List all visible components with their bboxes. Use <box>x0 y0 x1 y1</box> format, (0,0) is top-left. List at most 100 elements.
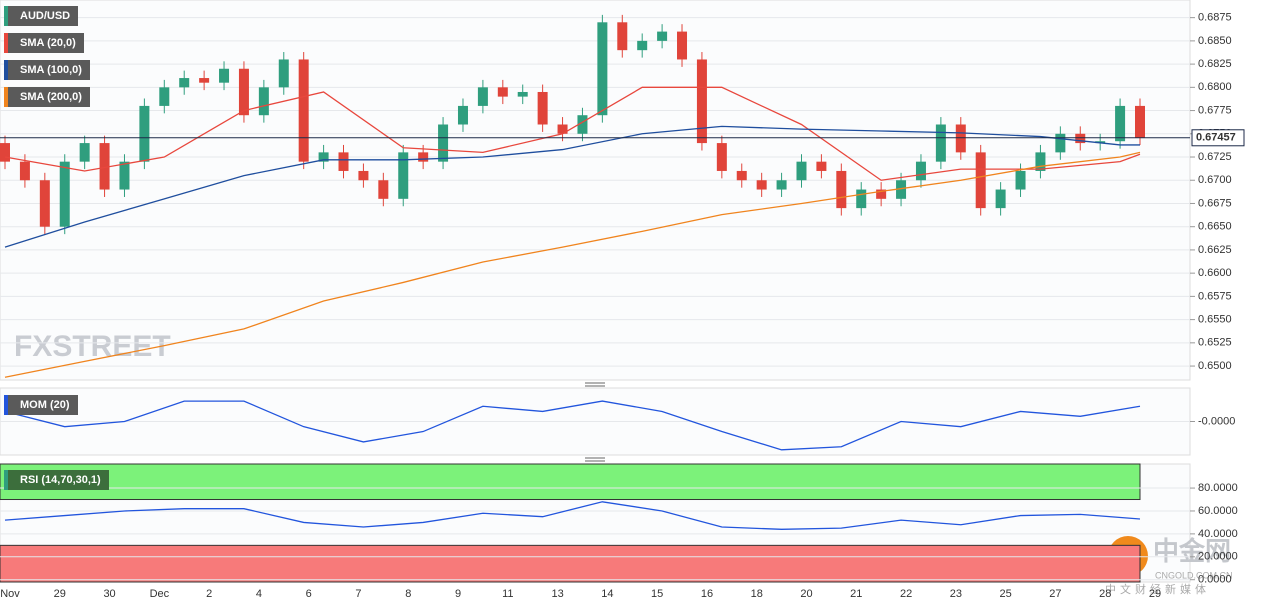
y-tick-label: 0.6500 <box>1198 360 1232 372</box>
candle-body <box>238 68 249 116</box>
y-tick-label: 0.6675 <box>1198 197 1232 209</box>
indicator-line <box>4 125 1140 248</box>
candle-body <box>517 91 528 97</box>
y-tick-label: 0.6725 <box>1198 151 1232 163</box>
legend-entry: SMA (20,0) <box>4 33 84 53</box>
candle-body <box>378 180 389 199</box>
y-tick-label: 0.6800 <box>1198 81 1232 93</box>
candle-body <box>736 170 747 181</box>
candle-body <box>876 189 887 199</box>
y-tick-label: 0.6600 <box>1198 267 1232 279</box>
candle-body <box>159 87 170 106</box>
y-tick-label: 0.6700 <box>1198 174 1232 186</box>
x-tick-label: 27 <box>1049 588 1061 600</box>
candle-body <box>497 87 508 97</box>
logo-site: CNGOLD.COM.CN <box>1155 570 1233 580</box>
candle-body <box>477 87 488 106</box>
candle-body <box>358 170 369 181</box>
candle-body <box>677 31 688 60</box>
candle-body <box>577 115 588 134</box>
legend-rsi: RSI (14,70,30,1) <box>4 470 109 490</box>
x-tick-label: 15 <box>651 588 663 600</box>
candle-body <box>199 78 210 83</box>
candle-body <box>955 124 966 153</box>
candle-body <box>99 143 110 190</box>
x-tick-label: Nov <box>0 588 20 600</box>
main-panel <box>0 0 1191 381</box>
candle-body <box>278 59 289 88</box>
x-tick-label: 28 <box>1099 588 1111 600</box>
y-tick-label: 0.6775 <box>1198 104 1232 116</box>
candle-body <box>19 161 30 181</box>
y-tick-label: 0.6625 <box>1198 244 1232 256</box>
candle-body <box>617 22 628 51</box>
x-tick-label: Dec <box>150 588 170 600</box>
candle-body <box>856 189 867 209</box>
overbought-zone <box>0 463 1141 501</box>
last-price-label: 0.67457 <box>1196 132 1236 144</box>
y-tick-label: 80.0000 <box>1198 482 1238 494</box>
candle-body <box>696 59 707 144</box>
logo-name: 中金网 <box>1153 536 1231 566</box>
resize-handle[interactable] <box>585 382 605 462</box>
candle-body <box>816 161 827 171</box>
y-tick-label: 40.0000 <box>1198 528 1238 540</box>
candle-body <box>139 105 150 162</box>
candle-body <box>457 105 468 125</box>
candle-body <box>935 124 946 162</box>
candle-body <box>298 59 309 162</box>
candle-body <box>258 87 269 116</box>
candle-body <box>716 143 727 171</box>
candle-body <box>915 161 926 181</box>
indicator-line <box>4 400 1141 451</box>
x-tick-label: 11 <box>502 588 513 600</box>
candle-body <box>219 68 230 83</box>
y-tick-label: 0.6575 <box>1198 290 1232 302</box>
x-tick-label: 4 <box>256 588 262 600</box>
candle-body <box>1115 105 1126 142</box>
candle-body <box>776 180 787 190</box>
x-tick-label: 14 <box>601 588 613 600</box>
legend-mom: MOM (20) <box>4 395 78 415</box>
x-tick-label: 6 <box>306 588 312 600</box>
candle-body <box>318 152 329 162</box>
x-tick-label: 18 <box>751 588 763 600</box>
x-tick-label: 29 <box>1149 588 1161 600</box>
y-tick-label: 0.6875 <box>1198 12 1232 24</box>
x-tick-label: 22 <box>900 588 912 600</box>
candle-body <box>59 161 70 227</box>
y-tick-label: 0.6525 <box>1198 337 1232 349</box>
legend-symbol: AUD/USD <box>4 6 79 26</box>
y-tick-label: 0.6825 <box>1198 58 1232 70</box>
y-tick-label: 0.6650 <box>1198 221 1232 233</box>
candle-body <box>975 152 986 209</box>
watermark: FXSTREET <box>14 330 171 363</box>
candle-body <box>1075 133 1086 144</box>
x-tick-label: 25 <box>1000 588 1012 600</box>
candle-body <box>597 22 608 116</box>
indicator-line <box>4 151 1141 378</box>
x-tick-label: 21 <box>850 588 862 600</box>
y-tick-label: -0.0000 <box>1198 415 1235 427</box>
candle-body <box>418 152 429 162</box>
x-tick-label: 23 <box>950 588 962 600</box>
candle-body <box>179 78 190 88</box>
candle-body <box>657 31 668 41</box>
legend-entry: SMA (100,0) <box>4 60 90 80</box>
candle-body <box>79 143 90 162</box>
x-tick-label: 13 <box>551 588 563 600</box>
last-price-box <box>1191 129 1245 147</box>
candle-body <box>1135 105 1145 138</box>
candle-body <box>557 124 568 134</box>
x-tick-label: 9 <box>455 588 461 600</box>
indicator-line <box>4 86 1141 181</box>
x-tick-label: 2 <box>206 588 212 600</box>
candle-body <box>995 189 1006 209</box>
candle-body <box>438 124 449 162</box>
candle-body <box>1095 141 1106 144</box>
x-tick-label: 30 <box>103 588 115 600</box>
candle-body <box>836 170 847 209</box>
oversold-zone <box>0 544 1141 583</box>
candle-body <box>0 143 10 162</box>
